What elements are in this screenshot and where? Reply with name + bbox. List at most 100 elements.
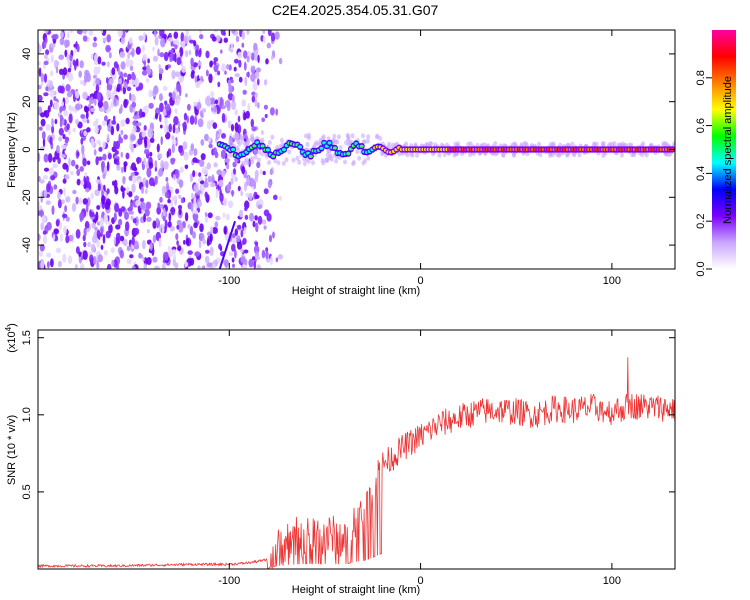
noise-speckle: [232, 94, 235, 103]
snr-line: [38, 357, 675, 569]
noise-speckle: [199, 30, 202, 34]
spectrogram-xtick-label: -100: [218, 275, 240, 287]
noise-speckle: [237, 185, 241, 191]
noise-speckle: [40, 222, 44, 231]
noise-speckle: [69, 30, 74, 34]
noise-speckle: [159, 124, 163, 129]
noise-speckle: [274, 31, 280, 40]
noise-speckle: [92, 235, 98, 244]
noise-speckle: [65, 138, 69, 144]
signal-halo: [641, 141, 645, 147]
noise-speckle: [269, 168, 273, 176]
noise-speckle: [141, 70, 148, 76]
noise-speckle: [130, 144, 134, 153]
spectrogram-marks: [38, 30, 675, 269]
noise-speckle: [134, 227, 140, 235]
signal-halo: [510, 142, 515, 148]
signal-halo: [350, 133, 355, 139]
noise-speckle: [162, 262, 166, 269]
signal-halo: [241, 161, 245, 166]
noise-speckle: [102, 234, 106, 244]
noise-speckle: [97, 254, 103, 263]
noise-speckle: [219, 192, 224, 202]
noise-speckle: [177, 223, 184, 233]
noise-speckle: [93, 36, 97, 42]
noise-speckle: [146, 257, 152, 265]
noise-speckle: [130, 172, 135, 177]
noise-speckle: [254, 51, 259, 62]
signal-halo: [305, 141, 310, 147]
noise-speckle: [61, 199, 65, 205]
noise-speckle: [205, 69, 209, 77]
noise-speckle: [267, 179, 272, 189]
noise-speckle: [108, 220, 111, 226]
noise-speckle: [262, 36, 266, 44]
noise-speckle: [185, 50, 189, 58]
noise-speckle: [262, 30, 266, 35]
noise-speckle: [149, 151, 153, 157]
noise-speckle: [80, 179, 85, 186]
noise-speckle: [143, 60, 147, 67]
signal-halo: [244, 157, 249, 163]
signal-halo: [228, 140, 233, 146]
noise-speckle: [175, 127, 180, 134]
noise-speckle: [66, 91, 73, 98]
noise-speckle: [201, 108, 207, 113]
noise-speckle: [40, 118, 46, 127]
noise-speckle: [163, 51, 169, 62]
noise-speckle: [176, 57, 182, 66]
ridge-core: [265, 148, 270, 152]
noise-speckle: [131, 93, 136, 103]
noise-speckle: [251, 126, 257, 132]
noise-speckle: [59, 106, 63, 113]
noise-speckle: [183, 34, 189, 44]
noise-speckle: [176, 83, 182, 93]
noise-speckle: [173, 31, 179, 39]
noise-speckle: [167, 249, 174, 258]
noise-speckle: [129, 254, 134, 259]
noise-speckle: [67, 129, 72, 136]
noise-speckle: [124, 211, 129, 220]
noise-speckle: [197, 118, 204, 128]
noise-speckle: [49, 167, 55, 176]
signal-halo: [361, 160, 366, 166]
noise-speckle: [53, 184, 58, 190]
noise-speckle: [167, 221, 172, 228]
noise-speckle: [184, 164, 189, 170]
noise-speckle: [131, 101, 137, 108]
colorbar-tick-label: 0.8: [695, 70, 707, 85]
noise-speckle: [58, 127, 64, 136]
noise-speckle: [187, 250, 193, 255]
noise-speckle: [45, 49, 50, 56]
noise-speckle: [154, 112, 159, 120]
noise-speckle: [144, 208, 150, 217]
spectrogram-ytick-label: -40: [21, 237, 33, 253]
noise-speckle: [226, 183, 232, 192]
signal-halo: [592, 142, 596, 148]
spectrogram-ylabel: Frequency (Hz): [6, 112, 18, 188]
noise-speckle: [220, 49, 223, 54]
noise-speckle: [229, 79, 234, 84]
noise-speckle: [64, 39, 69, 49]
noise-speckle: [84, 69, 90, 77]
noise-speckle: [270, 255, 273, 266]
noise-speckle: [240, 229, 244, 238]
noise-speckle: [86, 119, 90, 124]
spectrogram-ytick-label: -20: [21, 189, 33, 205]
noise-speckle: [213, 57, 219, 62]
spectrogram-panel: -100 0 100 -40 -20 0 20 40 Height of straight l…: [6, 29, 676, 297]
noise-speckle: [152, 220, 157, 229]
noise-speckle: [265, 58, 269, 65]
noise-speckle: [250, 118, 254, 128]
noise-speckle: [84, 172, 88, 178]
noise-speckle: [171, 135, 175, 140]
noise-speckle: [131, 236, 135, 246]
noise-speckle: [75, 58, 79, 66]
noise-speckle: [197, 61, 202, 66]
noise-speckle: [241, 100, 247, 107]
noise-speckle: [177, 98, 181, 104]
noise-speckle: [101, 61, 106, 66]
noise-speckle: [208, 73, 213, 84]
noise-speckle: [193, 101, 198, 107]
snr-xtick-label: 0: [418, 575, 424, 587]
